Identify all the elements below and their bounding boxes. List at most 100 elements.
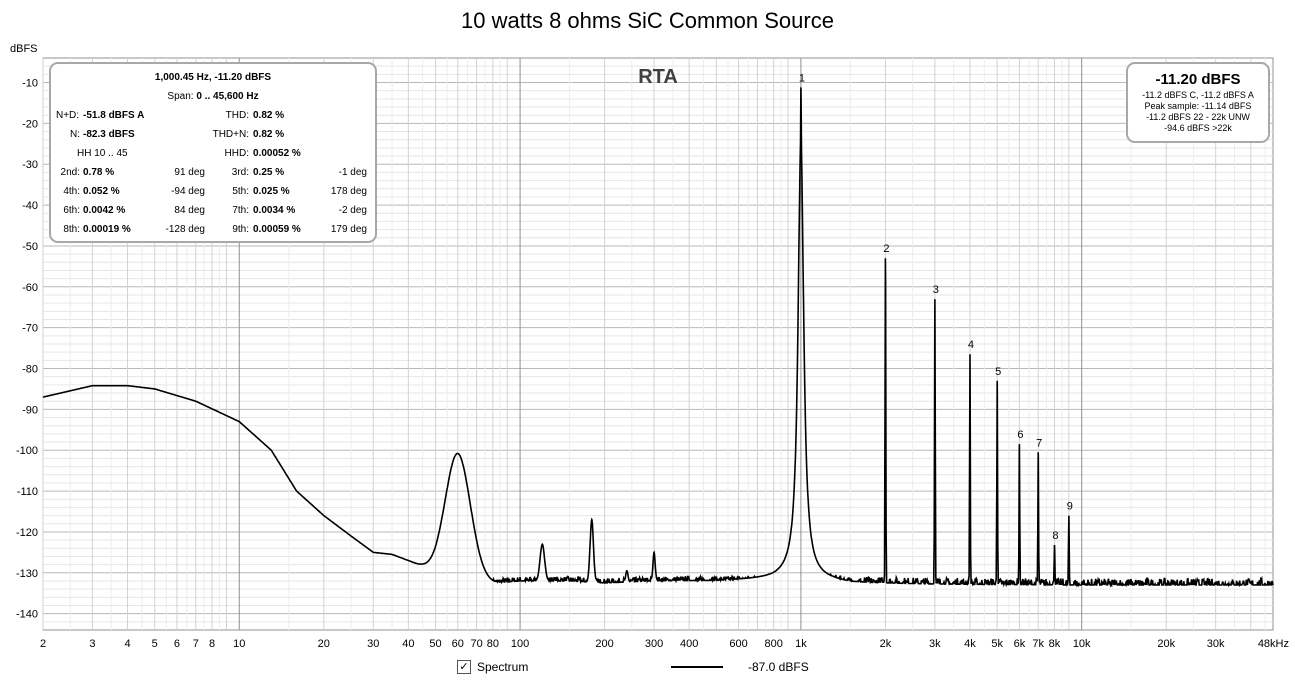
harmonic-label: 5th: bbox=[232, 186, 249, 197]
chart-title: 10 watts 8 ohms SiC Common Source bbox=[461, 8, 834, 33]
x-tick-label: 80 bbox=[487, 638, 499, 650]
harmonic-label: 8th: bbox=[63, 224, 80, 235]
x-tick-label: 3 bbox=[89, 638, 95, 650]
spectrum-series-line bbox=[42, 87, 1274, 588]
x-tick-label: 300 bbox=[645, 638, 663, 650]
harmonic-label: 9th: bbox=[232, 224, 249, 235]
x-tick-label: 2 bbox=[40, 638, 46, 650]
x-tick-label: 100 bbox=[511, 638, 529, 650]
x-tick-label: 4 bbox=[124, 638, 130, 650]
peak-level-panel: -11.20 dBFS -11.2 dBFS C, -11.2 dBFS A P… bbox=[1126, 62, 1270, 143]
x-tick-label: 400 bbox=[680, 638, 698, 650]
x-tick-label: 7 bbox=[193, 638, 199, 650]
y-tick-label: -70 bbox=[22, 323, 38, 335]
nd-label: N+D: bbox=[56, 110, 80, 121]
spectrum-checkbox[interactable]: ✓ bbox=[457, 660, 471, 674]
x-tick-label: 200 bbox=[595, 638, 613, 650]
thdn-label: THD+N: bbox=[212, 129, 249, 140]
x-tick-label: 10 bbox=[233, 638, 245, 650]
x-tick-label: 10k bbox=[1073, 638, 1091, 650]
x-tick-label: 8 bbox=[209, 638, 215, 650]
harmonic-marker-label: 2 bbox=[883, 243, 889, 255]
x-tick-label: 8k bbox=[1049, 638, 1061, 650]
y-tick-label: -30 bbox=[22, 159, 38, 171]
x-tick-label: 3k bbox=[929, 638, 941, 650]
harmonic-marker-label: 5 bbox=[995, 366, 1001, 378]
harmonic-markers: 1 2 3 4 5 6 7 8 9 bbox=[799, 72, 1073, 542]
x-tick-label: 7k bbox=[1032, 638, 1044, 650]
span-readout: Span: 0 .. 45,600 Hz bbox=[51, 91, 375, 102]
harmonic-phase: -94 deg bbox=[171, 186, 205, 197]
legend-label: Spectrum bbox=[477, 660, 529, 674]
harmonic-value: 0.052 % bbox=[83, 186, 120, 197]
y-tick-label: -50 bbox=[22, 241, 38, 253]
x-tick-label: 48kHz bbox=[1258, 638, 1289, 650]
harmonic-value: 0.00019 % bbox=[83, 224, 131, 235]
x-tick-label: 6k bbox=[1014, 638, 1026, 650]
x-tick-label: 50 bbox=[429, 638, 441, 650]
harmonic-phase: 91 deg bbox=[174, 167, 205, 178]
thd-label: THD: bbox=[225, 110, 249, 121]
y-axis: -10 -20 -30 -40 -50 -60 -70 -80 -90 -100 -110 -120 -… bbox=[16, 78, 38, 621]
harmonic-value: 0.78 % bbox=[83, 167, 115, 178]
harmonic-phase: 84 deg bbox=[174, 205, 205, 216]
measurements-panel: 1,000.45 Hz, -11.20 dBFS Span: 0 .. 45,6… bbox=[49, 62, 377, 243]
harmonic-phase: 178 deg bbox=[330, 186, 367, 197]
y-tick-label: -130 bbox=[16, 568, 38, 580]
peak-line-2: Peak sample: -11.14 dBFS bbox=[1144, 101, 1252, 111]
x-tick-label: 2k bbox=[880, 638, 892, 650]
x-tick-label: 600 bbox=[729, 638, 747, 650]
peak-line-4: -94.6 dBFS >22k bbox=[1164, 123, 1232, 133]
hhd-value: 0.00052 % bbox=[253, 148, 301, 159]
harmonic-marker-label: 8 bbox=[1052, 530, 1058, 542]
harmonic-marker-label: 3 bbox=[933, 284, 939, 296]
nd-value: -51.8 dBFS A bbox=[83, 110, 145, 121]
thd-value: 0.82 % bbox=[253, 110, 285, 121]
hh-label: HH 10 .. 45 bbox=[77, 148, 128, 159]
harmonic-label: 7th: bbox=[232, 205, 249, 216]
y-tick-label: -60 bbox=[22, 282, 38, 294]
harmonic-value: 0.0042 % bbox=[83, 205, 126, 216]
x-tick-label: 6 bbox=[174, 638, 180, 650]
x-tick-label: 30k bbox=[1207, 638, 1225, 650]
peak-main-value: -11.20 dBFS bbox=[1155, 71, 1241, 88]
legend-line-swatch bbox=[671, 666, 723, 668]
harmonic-marker-label: 6 bbox=[1017, 429, 1023, 441]
span-value: 0 .. 45,600 Hz bbox=[196, 91, 259, 102]
y-tick-label: -140 bbox=[16, 609, 38, 621]
peak-line-1: -11.2 dBFS C, -11.2 dBFS A bbox=[1142, 90, 1254, 100]
span-label: Span: bbox=[167, 91, 194, 102]
harmonic-phase: 179 deg bbox=[330, 224, 367, 235]
harmonic-phase: -128 deg bbox=[165, 224, 205, 235]
x-tick-label: 20k bbox=[1157, 638, 1175, 650]
x-tick-label: 1k bbox=[795, 638, 807, 650]
n-label: N: bbox=[70, 129, 80, 140]
x-tick-label: 60 bbox=[452, 638, 464, 650]
harmonic-label: 6th: bbox=[63, 205, 80, 216]
n-value: -82.3 dBFS bbox=[83, 129, 135, 140]
rta-annotation: RTA bbox=[638, 66, 678, 88]
x-tick-label: 4k bbox=[964, 638, 976, 650]
harmonic-value: 0.025 % bbox=[253, 186, 290, 197]
fundamental-readout: 1,000.45 Hz, -11.20 dBFS bbox=[154, 72, 272, 83]
x-tick-label: 20 bbox=[318, 638, 330, 650]
harmonic-label: 3rd: bbox=[231, 167, 249, 178]
hhd-label: HHD: bbox=[224, 148, 249, 159]
harmonic-value: 0.00059 % bbox=[253, 224, 301, 235]
x-tick-label: 70 bbox=[470, 638, 482, 650]
harmonic-marker-label: 1 bbox=[799, 72, 805, 84]
harmonic-marker-label: 4 bbox=[968, 339, 974, 351]
x-tick-label: 800 bbox=[765, 638, 783, 650]
y-tick-label: -110 bbox=[17, 486, 38, 498]
harmonic-phase: -1 deg bbox=[338, 167, 367, 178]
legend-value: -87.0 dBFS bbox=[748, 660, 809, 674]
y-axis-label: dBFS bbox=[10, 43, 38, 55]
harmonic-label: 4th: bbox=[63, 186, 80, 197]
x-axis: 2 3 4 5 6 7 8 10 20 30 40 50 60 70 80 100 200 300 400 600 80… bbox=[40, 638, 1289, 650]
harmonic-marker-label: 9 bbox=[1067, 501, 1073, 513]
y-tick-label: -20 bbox=[22, 118, 38, 130]
y-tick-label: -90 bbox=[22, 404, 38, 416]
y-tick-label: -80 bbox=[22, 364, 38, 376]
x-tick-label: 5k bbox=[991, 638, 1003, 650]
y-tick-label: -120 bbox=[16, 527, 38, 539]
